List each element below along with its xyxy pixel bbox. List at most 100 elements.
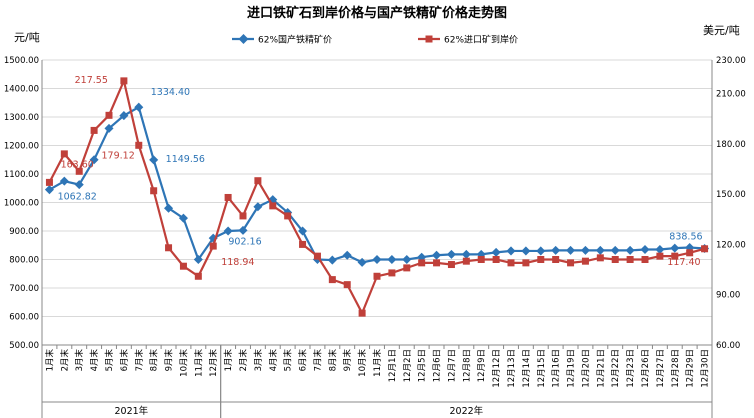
data-point bbox=[567, 259, 575, 267]
data-point bbox=[641, 256, 649, 263]
series-line bbox=[48, 105, 705, 264]
x-tick-label: 4月末 bbox=[268, 349, 279, 372]
data-point bbox=[388, 269, 396, 277]
y-right-axis-label: 美元/吨 bbox=[703, 24, 740, 37]
data-label: 1149.56 bbox=[166, 154, 205, 165]
data-label: 1334.40 bbox=[151, 87, 190, 98]
data-point bbox=[299, 240, 307, 248]
data-point bbox=[298, 226, 308, 236]
data-point bbox=[120, 77, 128, 85]
data-point bbox=[164, 203, 174, 213]
chart-title: 进口铁矿石到岸价格与国产铁精矿价格走势图 bbox=[247, 5, 507, 21]
data-label: 118.94 bbox=[221, 257, 254, 268]
data-point bbox=[328, 276, 336, 284]
x-tick-label: 4月末 bbox=[89, 349, 100, 372]
data-point bbox=[224, 193, 232, 201]
y-right-tick-label: 180.00 bbox=[716, 140, 746, 150]
data-point bbox=[105, 111, 113, 119]
data-point bbox=[60, 150, 68, 158]
data-point bbox=[89, 155, 99, 165]
legend-label: 62%国产铁精矿价 bbox=[258, 34, 332, 46]
data-point bbox=[506, 246, 516, 256]
data-point bbox=[551, 245, 561, 255]
x-tick-label: 8月末 bbox=[327, 349, 338, 372]
data-point bbox=[238, 225, 248, 235]
data-point bbox=[178, 213, 188, 223]
data-point bbox=[492, 256, 500, 263]
x-tick-label: 12月9日 bbox=[477, 349, 487, 382]
x-tick-label: 12月13日 bbox=[507, 349, 517, 388]
data-point bbox=[418, 259, 426, 267]
x-tick-label: 12月2日 bbox=[403, 349, 413, 382]
x-tick-label: 1月末 bbox=[44, 349, 55, 372]
data-point bbox=[537, 256, 545, 263]
x-tick-label: 5月末 bbox=[283, 349, 294, 372]
y-left-tick-label: 1400.00 bbox=[4, 85, 39, 95]
y-right-tick-label: 210.00 bbox=[716, 90, 746, 100]
data-point bbox=[447, 261, 455, 269]
x-tick-label: 6月末 bbox=[298, 349, 309, 372]
data-point bbox=[193, 254, 203, 265]
data-point bbox=[566, 245, 576, 255]
x-tick-label: 1月末 bbox=[223, 349, 234, 372]
x-tick-label: 11月末 bbox=[372, 349, 383, 377]
data-point bbox=[59, 176, 69, 186]
data-point bbox=[373, 272, 381, 280]
x-tick-label: 9月末 bbox=[342, 349, 353, 372]
data-point bbox=[179, 262, 187, 270]
legend-label: 62%进口矿到岸价 bbox=[444, 34, 518, 46]
data-point bbox=[135, 141, 143, 149]
x-tick-label: 12月16日 bbox=[552, 349, 562, 388]
data-point bbox=[626, 256, 634, 263]
legend-marker bbox=[238, 34, 249, 44]
data-point bbox=[536, 246, 546, 256]
data-point bbox=[640, 244, 650, 255]
x-tick-label: 8月末 bbox=[149, 349, 160, 372]
data-point bbox=[194, 272, 202, 280]
data-point bbox=[239, 212, 247, 220]
y-right-tick-label: 90.00 bbox=[716, 291, 740, 301]
data-point bbox=[327, 255, 337, 265]
data-point bbox=[372, 254, 382, 265]
data-point bbox=[581, 257, 589, 265]
data-point bbox=[625, 245, 635, 255]
x-tick-label: 6月末 bbox=[119, 349, 130, 372]
data-label: 179.12 bbox=[102, 150, 135, 161]
data-label: 163.60 bbox=[61, 159, 94, 170]
data-point bbox=[522, 259, 530, 267]
x-tick-label: 12月23日 bbox=[626, 349, 636, 388]
data-point bbox=[521, 246, 531, 256]
y-right-tick-label: 60.00 bbox=[716, 341, 740, 351]
x-tick-label: 10月末 bbox=[178, 349, 189, 377]
x-tick-label: 12月1日 bbox=[388, 349, 398, 382]
data-point bbox=[44, 185, 54, 195]
data-point bbox=[104, 123, 114, 133]
data-point bbox=[358, 309, 366, 317]
y-left-tick-label: 1300.00 bbox=[4, 113, 39, 123]
data-point bbox=[342, 250, 352, 260]
legend-marker bbox=[425, 35, 433, 43]
x-tick-label: 12月6日 bbox=[433, 349, 443, 382]
data-point bbox=[446, 249, 456, 259]
year-label: 2021年 bbox=[114, 405, 148, 417]
data-point bbox=[313, 252, 321, 260]
data-label: 902.16 bbox=[228, 236, 261, 247]
data-point bbox=[223, 226, 233, 236]
data-label: 117.40 bbox=[667, 257, 700, 268]
data-point bbox=[552, 256, 560, 263]
data-point bbox=[387, 254, 397, 265]
x-tick-label: 12月28日 bbox=[671, 349, 681, 388]
data-point bbox=[403, 264, 411, 272]
data-label: 1062.82 bbox=[58, 192, 97, 203]
data-point bbox=[165, 244, 173, 252]
y-left-tick-label: 1100.00 bbox=[4, 170, 39, 180]
data-point bbox=[269, 202, 277, 210]
data-point bbox=[75, 167, 83, 175]
data-point bbox=[610, 245, 620, 255]
data-point bbox=[477, 256, 485, 263]
data-label: 217.55 bbox=[75, 75, 108, 86]
x-tick-label: 9月末 bbox=[164, 349, 175, 372]
data-point bbox=[507, 259, 515, 267]
data-point bbox=[461, 249, 471, 259]
